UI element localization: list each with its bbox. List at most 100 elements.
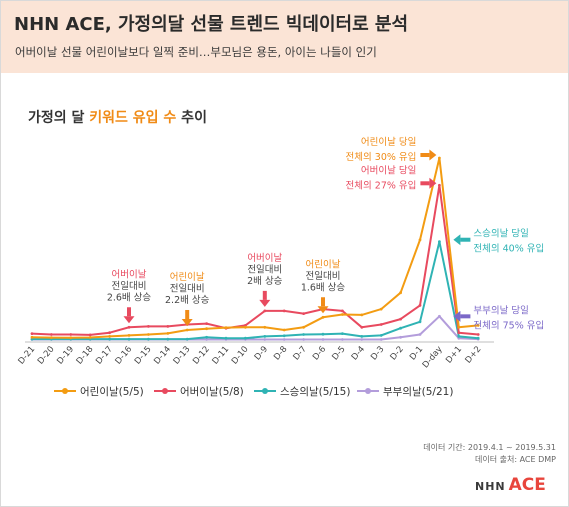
data-point [399, 317, 402, 321]
callout-arrow-head [429, 149, 437, 161]
data-point [166, 337, 170, 341]
data-point [108, 335, 111, 338]
x-tick-label: D-15 [133, 345, 154, 367]
data-point [360, 313, 364, 317]
x-tick-label: D+2 [464, 345, 484, 366]
data-point [438, 156, 441, 160]
callout-text: 전체의 30% 유입 [346, 151, 417, 163]
data-point [399, 326, 402, 330]
data-point [282, 328, 286, 332]
data-point [360, 338, 364, 341]
series-line [32, 240, 479, 341]
data-point [50, 333, 53, 336]
data-point [457, 335, 461, 338]
data-point [379, 334, 383, 337]
data-point [321, 315, 325, 319]
data-point [166, 325, 170, 328]
data-point [30, 335, 34, 339]
data-point [282, 338, 286, 341]
annotation-text: 1.6배 상승 [301, 282, 346, 293]
data-point [360, 335, 364, 338]
legend-swatch-marker [62, 388, 68, 394]
callout-arrow-shaft [460, 314, 471, 319]
x-tick-label: D-11 [211, 345, 232, 367]
data-point [321, 338, 325, 341]
line-chart: D-21D-20D-19D-18D-17D-16D-15D-14D-13D-12… [17, 137, 545, 398]
data-point [263, 325, 267, 329]
callout-text: 전체의 27% 유입 [346, 179, 417, 191]
data-point [379, 323, 383, 326]
annotation-arrow-head [181, 318, 193, 326]
x-tick-label: D-day [421, 345, 445, 371]
data-point [205, 338, 209, 341]
callout-arrow-head [453, 310, 461, 322]
x-tick-label: D-10 [230, 345, 251, 367]
data-point [282, 309, 286, 313]
data-point [127, 334, 131, 337]
x-tick-label: D-19 [55, 345, 76, 367]
data-point [302, 333, 305, 336]
data-point [50, 336, 53, 339]
data-point [457, 325, 461, 329]
logo-nhn: NHN [475, 480, 506, 493]
callout-arrow-shaft [460, 237, 471, 242]
annotation-arrow-head [259, 299, 271, 307]
legend-swatch-marker [262, 388, 268, 394]
callout-text: 스승의날 당일 [473, 229, 528, 240]
callout-arrow-head [429, 177, 437, 189]
data-point [205, 322, 209, 325]
annotation-text: 전일대비 [306, 271, 341, 282]
callout-text: 전체의 75% 유입 [473, 319, 544, 331]
callout-text: 어린이날 당일 [361, 137, 416, 148]
data-point [418, 333, 422, 336]
callout-arrow-head [453, 234, 461, 246]
data-point [438, 240, 441, 244]
x-tick-label: D-14 [152, 345, 173, 367]
callout-arrow-shaft [420, 181, 430, 186]
data-point [302, 325, 305, 329]
annotation-text: 2배 상승 [247, 276, 283, 287]
chart-title-suffix: 추이 [176, 110, 207, 126]
x-tick-label: D-1 [408, 345, 425, 363]
data-point [399, 291, 402, 295]
data-point [30, 332, 34, 335]
data-point [69, 336, 73, 340]
callout-text: 어버이날 당일 [361, 165, 416, 176]
nhn-ace-logo: NHN ACE [475, 475, 546, 495]
data-point [127, 337, 131, 341]
annotation-arrow-shaft [127, 307, 131, 317]
data-point [108, 331, 111, 335]
data-point [341, 338, 344, 341]
annotation-text: 전일대비 [170, 283, 205, 294]
legend-label: 어린이날(5/5) [80, 386, 144, 398]
annotation-arrow-shaft [185, 309, 190, 319]
data-point [185, 328, 189, 332]
data-point [457, 331, 461, 335]
annotation-text: 전일대비 [112, 281, 147, 292]
data-point [476, 324, 480, 327]
legend-label: 부부의날(5/21) [383, 386, 453, 398]
legend-swatch-marker [162, 388, 168, 394]
data-point [147, 337, 150, 341]
data-point [127, 325, 131, 329]
series-line [31, 157, 479, 339]
annotation-text: 2.2배 상승 [165, 295, 210, 306]
data-point [379, 338, 383, 341]
page-subtitle: 어버이날 선물 어린이날보다 일찍 준비…부모님은 용돈, 아이는 나들이 인기 [15, 45, 377, 59]
data-point [205, 327, 209, 331]
data-point [147, 333, 150, 336]
chart-title: 가정의 달 키워드 유입 수 추이 [28, 107, 207, 127]
data-source-text: 데이터 출처: ACE DMP [475, 455, 556, 464]
header-banner: NHN ACE, 가정의달 선물 트렌드 빅데이터로 분석 어버이날 선물 어린… [1, 1, 568, 73]
x-tick-label: D-8 [272, 345, 289, 363]
annotation-text: 2.6배 상승 [107, 292, 152, 303]
data-point [379, 307, 383, 311]
data-point [244, 325, 247, 329]
data-point [282, 334, 286, 338]
data-point [88, 336, 92, 339]
data-point [476, 333, 480, 336]
data-point [108, 337, 111, 341]
data-point [205, 335, 209, 339]
data-point [418, 304, 422, 307]
callout-text: 전체의 40% 유입 [473, 243, 544, 255]
